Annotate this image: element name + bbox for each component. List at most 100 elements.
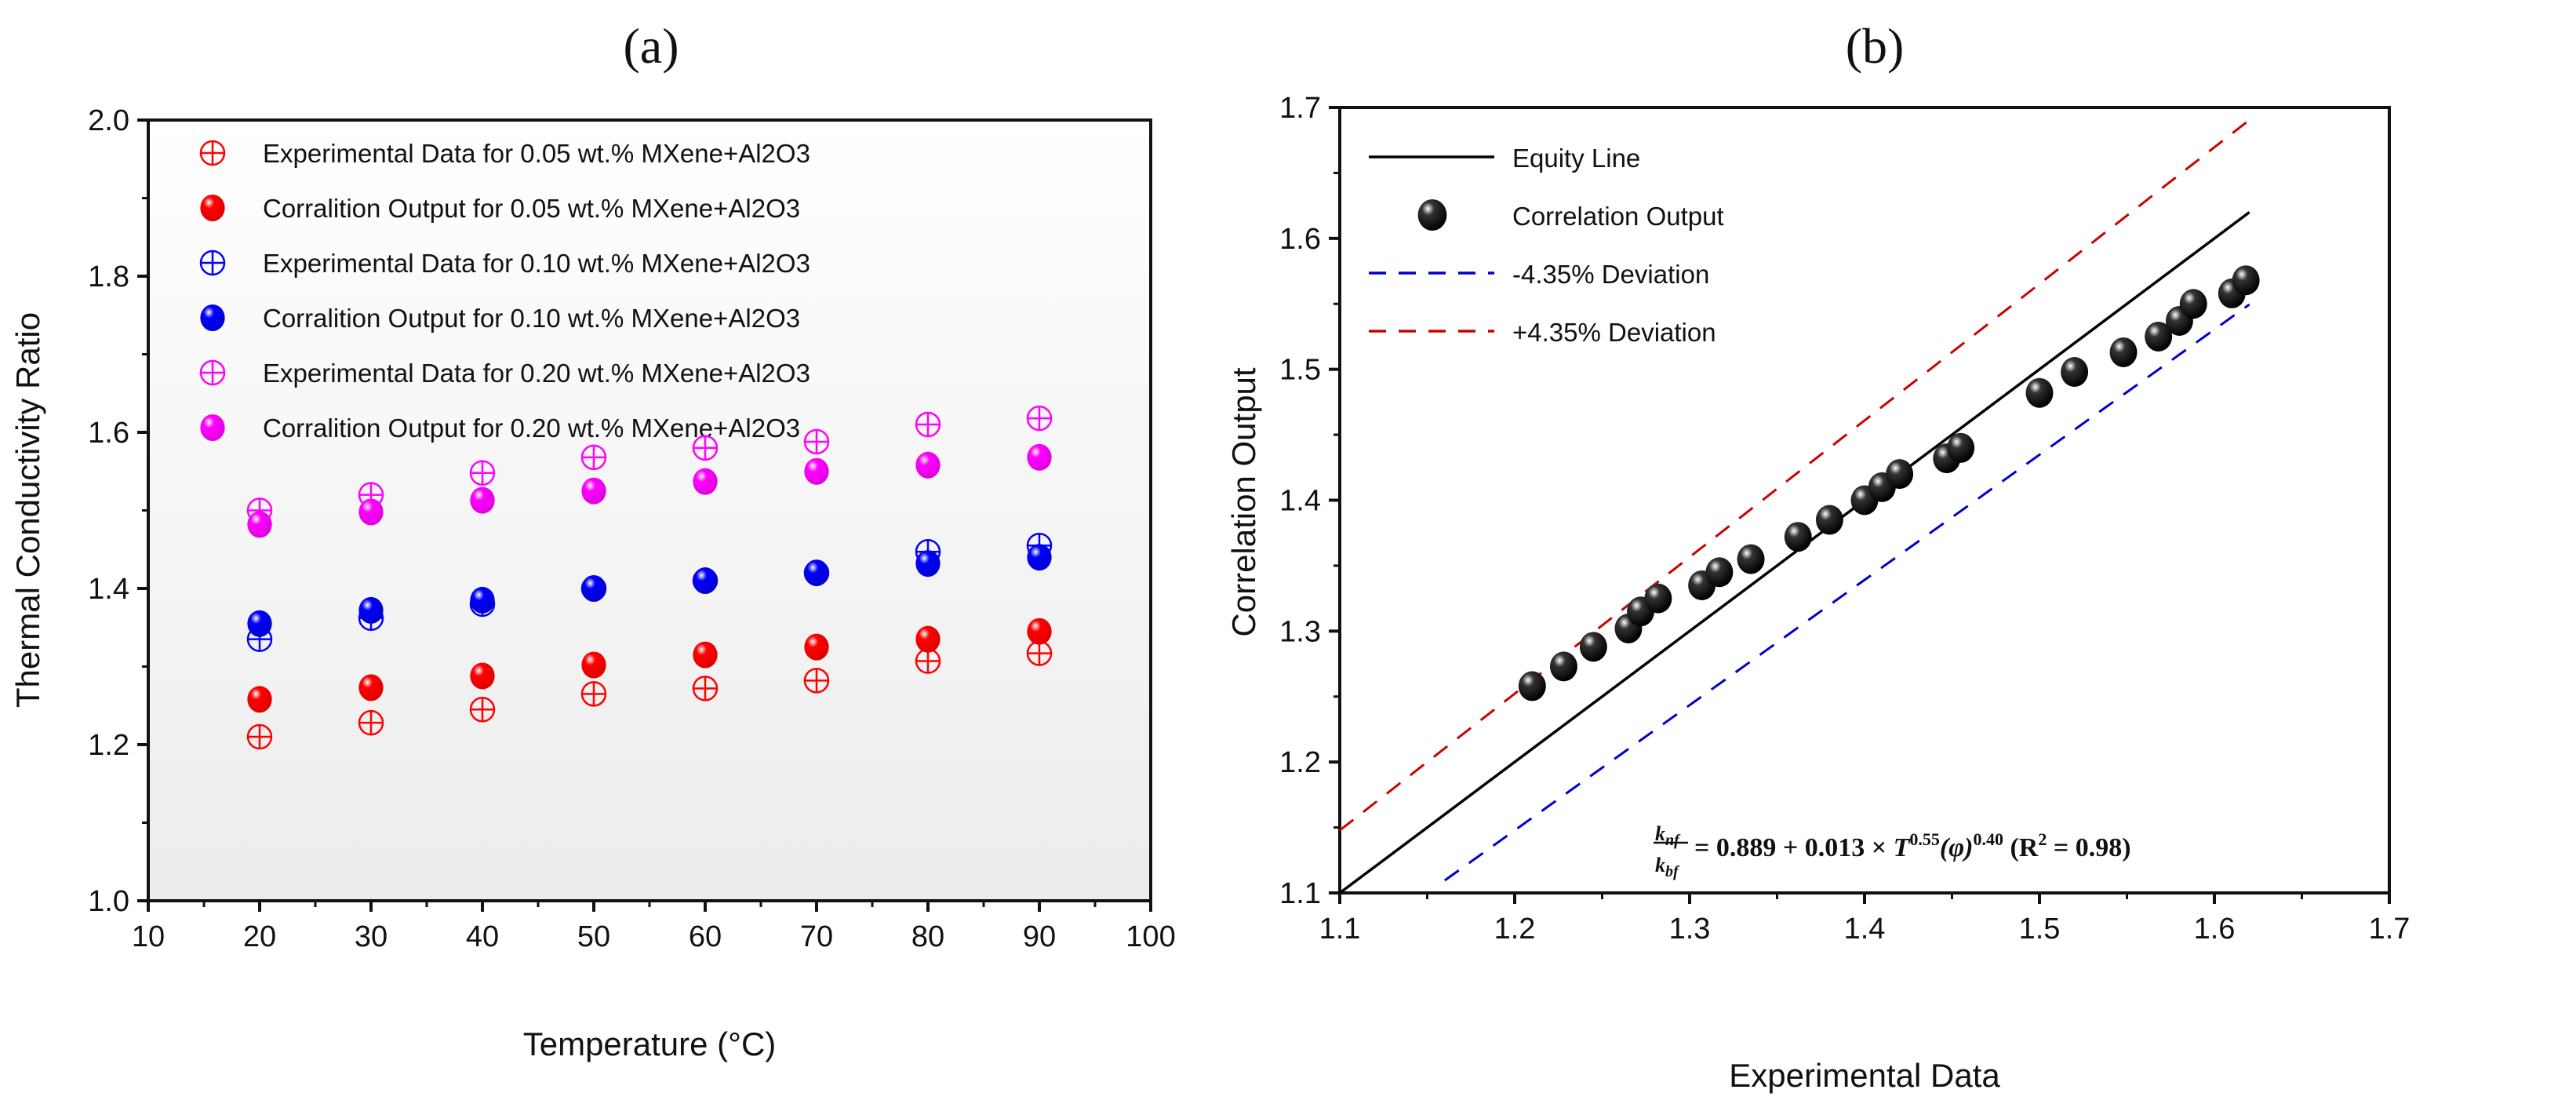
correlation-point [358,674,384,701]
formula-phi: (φ) [1940,833,1974,862]
correlation-output-point [1784,522,1812,552]
marks-b [1518,265,2260,701]
experimental-point [803,668,830,694]
correlation-output-point [1947,432,1975,463]
legend-b: Equity Line Correlation Output -4.35% Devi… [1369,144,1724,347]
formula-num: k [1655,822,1665,845]
correlation-point [804,457,829,485]
lines-b [1338,118,2250,894]
y-tick-label-b: 1.6 [1279,223,1321,256]
x-axis-label-b: Experimental Data [1729,1057,2000,1094]
experimental-point [358,709,384,736]
experimental-point [915,411,941,438]
correlation-output-point [2061,357,2089,388]
y-axis-label-a: Thermal Conductivity Ratio [9,312,46,708]
correlation-point [1027,443,1052,471]
legend-label: Experimental Data for 0.10 wt.% MXene+Al… [263,249,810,278]
experimental-point [580,444,607,471]
x-tick-label-a: 20 [243,920,276,953]
y-tick-label-a: 1.8 [88,261,129,293]
panel-b: (b) 1.1 1.2 1.3 1.4 1.5 1.6 1.7 1.1 1.2 1.3 1.4 1.5… [1225,18,2410,1094]
legend-marker-experimental [199,359,226,386]
formula-den: k [1655,854,1665,876]
x-tick-label-a: 60 [689,920,722,953]
plot-area-a [147,118,1152,902]
correlation-point [358,498,384,526]
legend-label: Corralition Output for 0.20 wt.% MXene+A… [263,414,800,443]
y-tick-label-a: 1.0 [88,885,129,918]
line-equity [1338,211,2250,894]
experimental-point [580,681,607,707]
correlation-output-point [2109,337,2138,367]
formula-exp2: 0.40 [1973,829,2003,849]
correlation-output-point [2145,321,2173,352]
formula-r2-close: = 0.98) [2047,833,2130,862]
panel-a-label: (a) [623,18,679,74]
y-tick-label-b: 1.7 [1279,92,1321,125]
correlation-point [804,633,829,661]
correlation-point [581,651,606,679]
correlation-output-point [1886,459,1914,490]
x-tick-label-b: 1.3 [1669,913,1711,946]
experimental-point [692,676,719,701]
legend-label: Equity Line [1512,144,1640,173]
correlation-point [804,559,829,587]
legend-marker-experimental [199,250,226,276]
x-tick-label-a: 30 [355,920,387,953]
correlation-point [915,550,941,578]
x-tick-label-a: 100 [1126,920,1175,953]
correlation-point [581,575,606,602]
legend-a: Experimental Data for 0.05 wt.% MXene+Al… [199,139,810,443]
y-tick-label-b: 1.5 [1279,354,1321,387]
y-axis-label-b: Correlation Output [1225,367,1262,637]
correlation-point [470,586,495,614]
formula-r2-exp: 2 [2038,829,2047,849]
x-tick-label-a: 90 [1023,920,1056,953]
experimental-point [1026,405,1053,432]
marks-a [246,405,1053,750]
legend-marker-experimental [199,140,226,166]
line-minus-deviation [1443,303,2250,882]
experimental-point [692,435,719,461]
legend-label: Correlation Output [1512,202,1724,231]
formula-exp1: 0.55 [1909,829,1940,849]
legend-label: -4.35% Deviation [1512,260,1709,289]
x-tick-label-a: 40 [466,920,499,953]
correlation-point [915,451,941,479]
formula-r2-open: (R [2003,833,2039,862]
y-tick-label-b: 1.4 [1279,485,1321,518]
panel-b-label: (b) [1846,18,1905,74]
legend-marker-correlation [200,304,225,331]
y-tick-label-b: 1.3 [1279,615,1321,648]
legend-label: Corralition Output for 0.05 wt.% MXene+A… [263,194,800,223]
x-tick-label-b: 1.1 [1319,913,1361,946]
ticks-b: 1.1 1.2 1.3 1.4 1.5 1.6 1.7 1.1 1.2 1.3 1.4 1.5 1.6 1… [1279,92,2410,946]
experimental-point [246,723,273,750]
correlation-output-point [2025,377,2054,408]
experimental-point [469,696,496,723]
correlation-point [693,468,718,495]
correlation-point [470,486,495,514]
x-tick-label-a: 70 [800,920,833,953]
legend-label: Corralition Output for 0.10 wt.% MXene+A… [263,304,800,333]
experimental-point [803,428,830,455]
correlation-point [1027,544,1052,571]
experimental-point [469,460,496,486]
x-tick-label-a: 80 [911,920,944,953]
x-tick-label-a: 50 [577,920,610,953]
y-tick-label-a: 1.6 [88,417,129,450]
correlation-output-point [1644,583,1672,614]
formula-num-sub: nf [1665,832,1681,849]
formula-rhs: = 0.889 + 0.013 × [1694,833,1894,862]
y-tick-label-b: 1.1 [1279,877,1321,910]
correlation-point [693,641,718,669]
correlation-output-point [1518,671,1546,701]
line-plus-deviation [1339,118,2250,832]
legend-label: Experimental Data for 0.20 wt.% MXene+Al… [263,359,810,388]
formula-T: T [1894,833,1911,862]
correlation-point [247,511,272,538]
legend-marker-correlation [200,195,225,221]
x-tick-label-a: 10 [132,920,165,953]
correlation-output-point [1737,544,1765,574]
experimental-point [915,648,941,674]
